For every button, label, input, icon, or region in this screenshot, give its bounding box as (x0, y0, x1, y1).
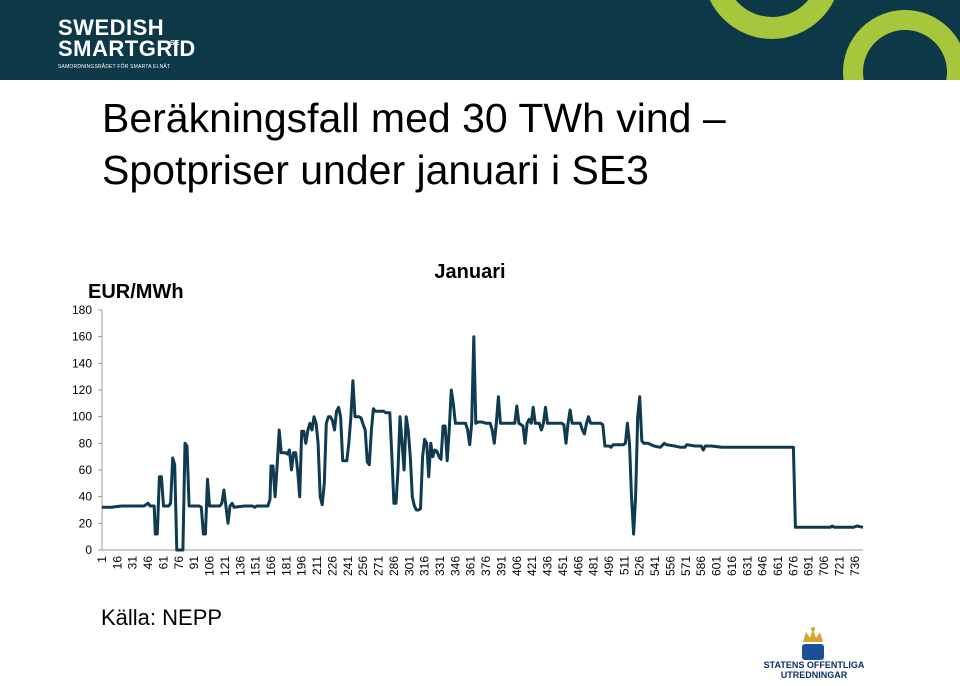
y-tick-label: 160 (72, 330, 92, 344)
y-tick-label: 60 (79, 463, 93, 477)
slide-title: Beräkningsfall med 30 TWh vind – Spotpri… (102, 92, 902, 196)
x-tick-label: 421 (525, 556, 539, 576)
x-tick-label: 346 (448, 556, 462, 576)
y-tick-label: 80 (79, 436, 93, 450)
x-tick-label: 211 (310, 556, 324, 575)
x-tick-label: 451 (556, 556, 570, 576)
x-tick-label: 166 (264, 556, 278, 576)
logo-line1: SWEDISH (58, 15, 165, 40)
x-tick-label: 436 (541, 556, 555, 576)
x-tick-label: 136 (233, 556, 247, 576)
x-tick-label: 616 (725, 556, 739, 576)
x-tick-label: 16 (110, 556, 124, 570)
x-tick-label: 91 (187, 556, 201, 570)
y-tick-label: 0 (85, 543, 92, 557)
x-tick-label: 541 (648, 556, 662, 576)
x-tick-label: 31 (126, 556, 140, 570)
seal-text: STATENS OFFENTLIGA UTREDNINGAR (758, 660, 870, 680)
series-line (102, 335, 864, 552)
x-tick-label: 406 (510, 556, 524, 576)
title-line2: Spotpriser under januari i SE3 (102, 147, 649, 193)
y-tick-label: 20 (79, 516, 93, 530)
decorative-swirl-icon (709, 0, 960, 80)
y-axis-label: EUR/MWh (88, 281, 184, 303)
x-tick-label: 511 (617, 556, 631, 575)
x-tick-label: 706 (817, 556, 831, 576)
x-tick-label: 391 (494, 556, 508, 576)
x-tick-label: 496 (602, 556, 616, 576)
seal-line1: STATENS OFFENTLIGA (763, 660, 865, 670)
x-tick-label: 481 (587, 556, 601, 576)
x-tick-label: 181 (279, 556, 293, 576)
x-tick-label: 271 (372, 556, 386, 576)
x-tick-label: 1 (95, 556, 109, 563)
x-tick-label: 556 (663, 556, 677, 576)
x-tick-label: 376 (479, 556, 493, 576)
x-tick-label: 586 (694, 556, 708, 576)
x-tick-label: 661 (771, 556, 785, 576)
chart-title: Januari (434, 261, 505, 283)
logo: SWEDISH SMARTGRID (58, 15, 196, 61)
x-tick-label: 196 (295, 556, 309, 576)
x-tick-label: 361 (464, 556, 478, 576)
x-tick-label: 646 (756, 556, 770, 576)
y-tick-label: 140 (72, 356, 92, 370)
header-banner: SWEDISH SMARTGRID .SE SAMORDNINGSRÅDET F… (0, 0, 960, 80)
y-tick-label: 100 (72, 410, 92, 424)
x-tick-label: 256 (356, 556, 370, 576)
x-tick-label: 676 (786, 556, 800, 576)
x-tick-label: 61 (156, 556, 170, 570)
x-tick-label: 241 (341, 556, 355, 576)
source-label: Källa: NEPP (101, 605, 223, 630)
logo-suffix: .SE (168, 40, 180, 47)
x-tick-label: 466 (571, 556, 585, 576)
x-tick-label: 601 (710, 556, 724, 576)
y-tick-label: 120 (72, 383, 92, 397)
x-tick-label: 121 (218, 556, 232, 576)
crown-seal-icon (802, 627, 824, 660)
title-line1: Beräkningsfall med 30 TWh vind – (102, 95, 726, 141)
logo-line2: SMARTGRID (58, 36, 196, 61)
y-tick-label: 180 (72, 303, 92, 317)
x-tick-label: 331 (433, 556, 447, 576)
y-tick-label: 40 (79, 490, 93, 504)
x-tick-label: 571 (679, 556, 693, 576)
price-chart: 0 20 40 60 80 100 120 140 160 180 1 16 31 46 61 76 91 106… (72, 261, 864, 576)
x-tick-label: 301 (402, 556, 416, 576)
x-tick-label: 316 (418, 556, 432, 576)
x-tick-label: 691 (802, 556, 816, 576)
logo-tagline: SAMORDNINGSRÅDET FÖR SMARTA ELNÄT (58, 64, 171, 70)
x-tick-label: 106 (203, 556, 217, 576)
x-tick-label: 631 (740, 556, 754, 576)
x-tick-label: 226 (325, 556, 339, 576)
x-tick-label: 286 (387, 556, 401, 576)
seal-line2: UTREDNINGAR (780, 670, 848, 680)
x-tick-label: 46 (141, 556, 155, 570)
x-tick-label: 151 (249, 556, 263, 576)
x-tick-label: 526 (633, 556, 647, 576)
x-tick-label: 76 (172, 556, 186, 570)
x-tick-label: 721 (832, 556, 846, 576)
x-tick-label: 736 (848, 556, 862, 576)
